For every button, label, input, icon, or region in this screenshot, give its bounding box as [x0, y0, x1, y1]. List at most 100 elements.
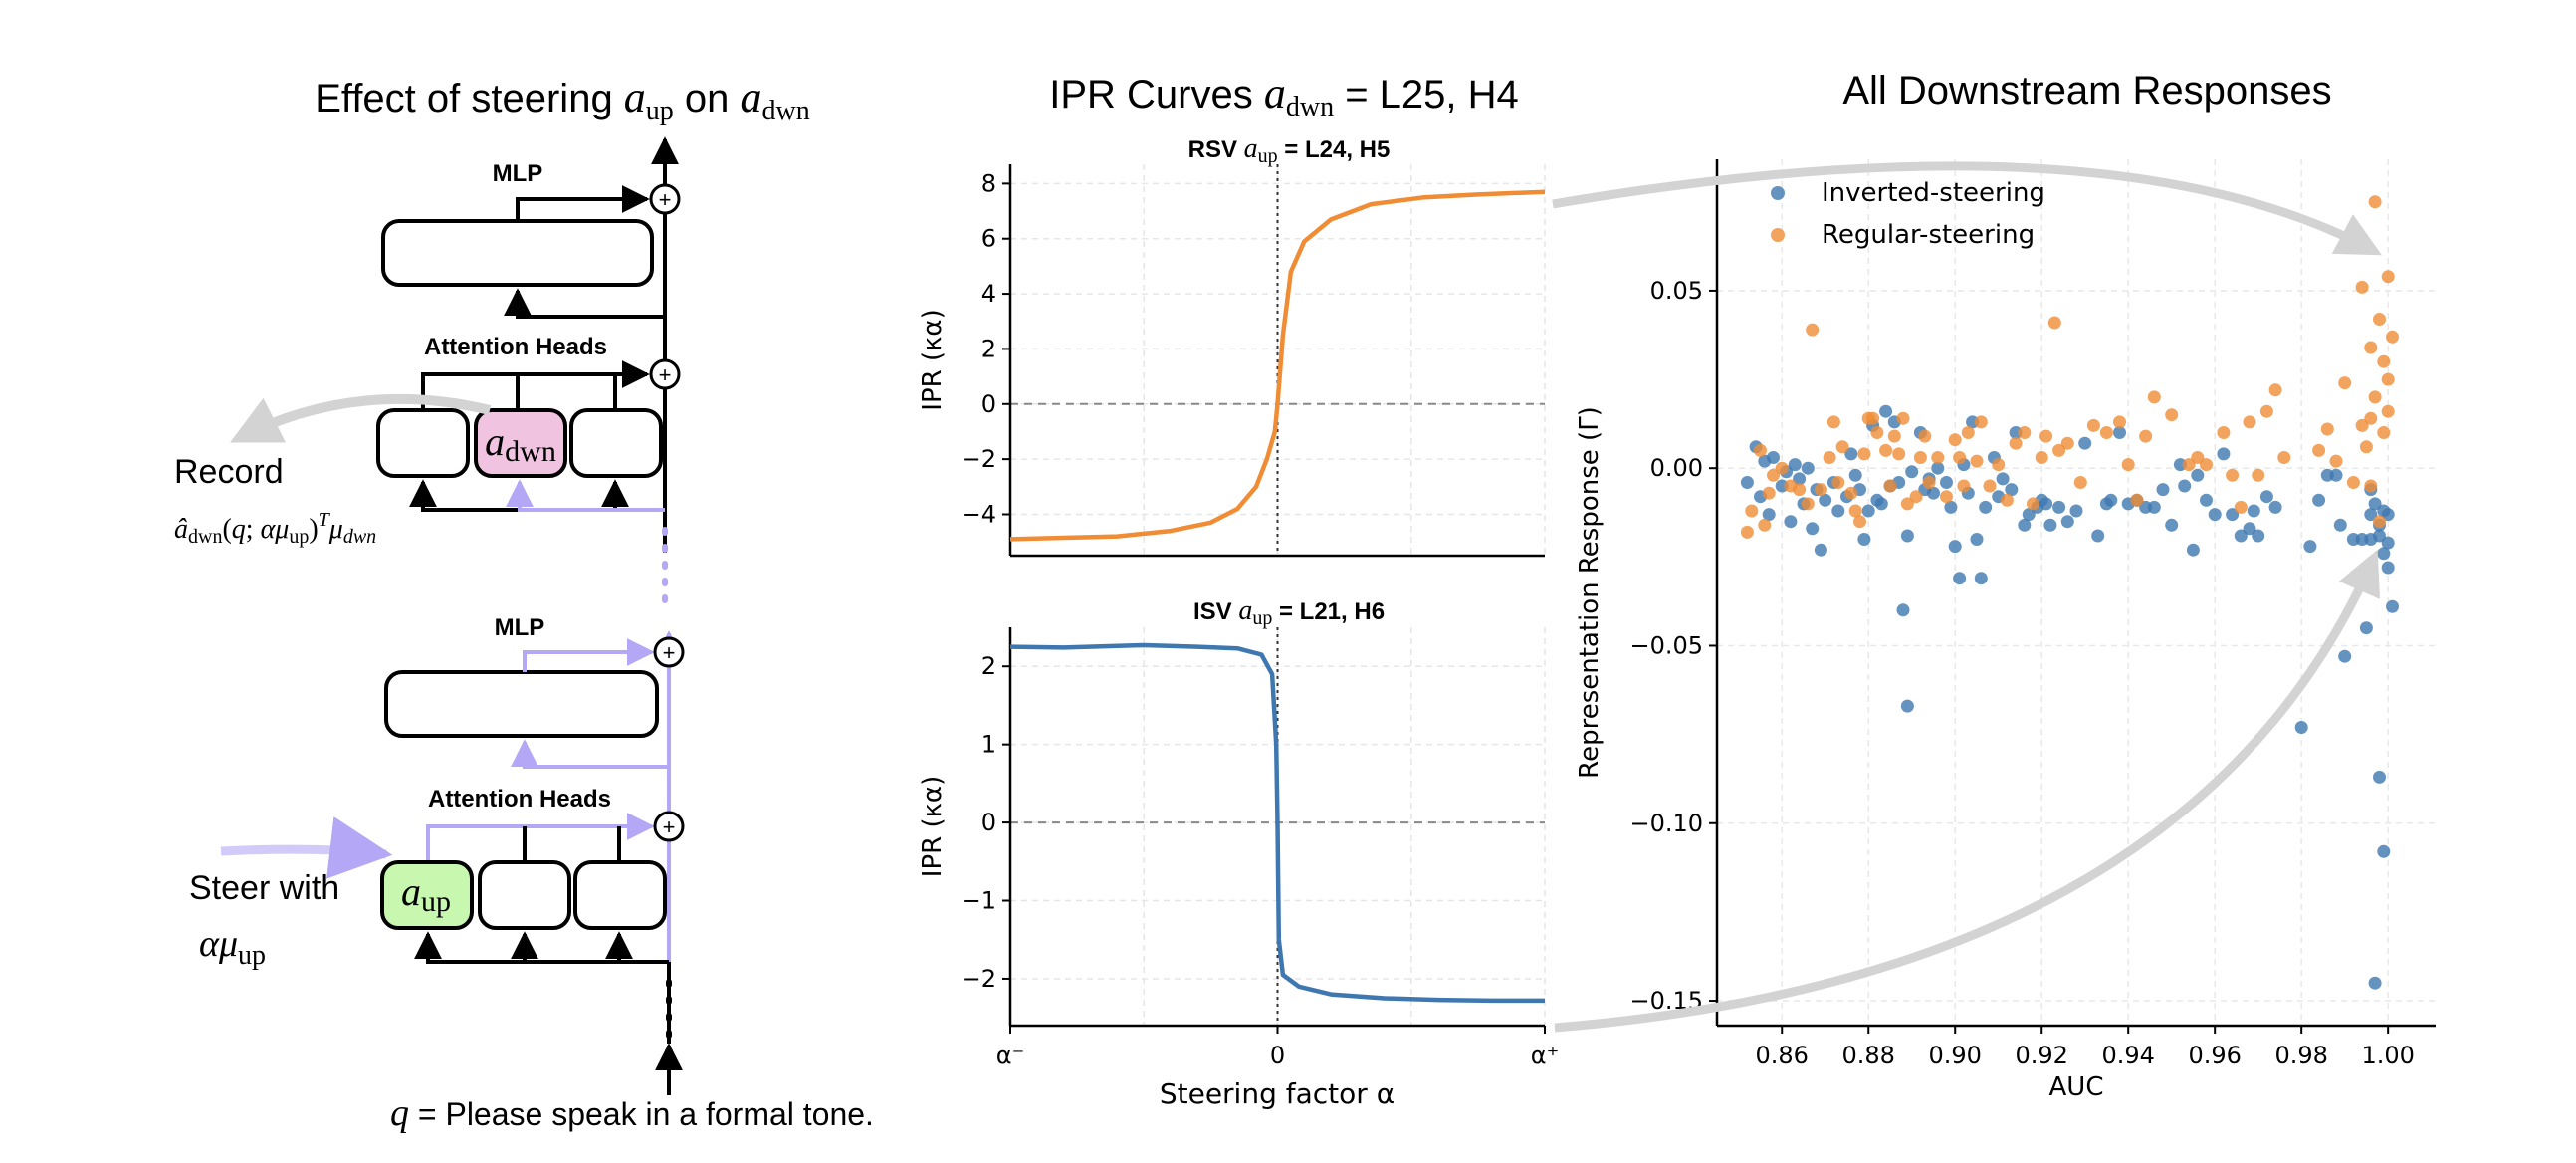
- scatter-point: [1740, 476, 1754, 489]
- mlp-label-upper: MLP: [493, 160, 543, 187]
- scatter-point: [2359, 621, 2373, 635]
- scatter-point: [2359, 440, 2373, 454]
- scatter-point: [1957, 479, 1971, 493]
- scatter-point: [1814, 543, 1827, 557]
- scatter-point: [1983, 479, 1997, 493]
- steer-label: Steer with: [189, 869, 339, 907]
- ipr-top-title: RSV aup = L24, H5: [1188, 133, 1391, 167]
- scatter-point: [1918, 429, 1932, 443]
- x-tick-label: 0.86: [1756, 1042, 1809, 1069]
- plus-node-upper-attn: +: [649, 358, 681, 390]
- y-tick-label: −1: [962, 887, 996, 915]
- scatter-point: [2320, 422, 2334, 436]
- svg-text:+: +: [659, 362, 672, 387]
- scatter-point: [1922, 476, 1936, 489]
- scatter-point: [2234, 529, 2248, 543]
- scatter-point: [2217, 426, 2231, 439]
- scatter-point: [1974, 572, 1988, 585]
- y-axis-label: IPR (κα): [918, 309, 948, 410]
- scatter-point: [2373, 529, 2386, 543]
- scatter-point: [2086, 418, 2100, 432]
- scatter-point: [2226, 508, 2240, 522]
- architecture-diagram: Effect of steering aup on adwn MLP + Att…: [174, 73, 874, 1134]
- x-tick-label: 0.96: [2188, 1042, 2241, 1069]
- record-label: Record: [174, 453, 284, 491]
- scatter-point: [2364, 341, 2378, 354]
- scatter-panel-title: All Downstream Responses: [1842, 69, 2331, 113]
- scatter-point: [2043, 518, 2057, 532]
- scatter-point: [2368, 195, 2382, 209]
- scatter-point: [1857, 533, 1871, 546]
- scatter-point: [2268, 500, 2282, 514]
- scatter-point: [1887, 429, 1901, 443]
- y-axis-label: IPR (κα): [918, 776, 948, 877]
- scatter-point: [2186, 543, 2200, 557]
- scatter-point: [1892, 447, 1906, 461]
- scatter-point: [2259, 404, 2273, 418]
- scatter-point: [1848, 468, 1862, 482]
- scatter-point: [2139, 429, 2153, 443]
- scatter-point: [1992, 458, 2006, 472]
- scatter-point: [2377, 354, 2391, 368]
- scatter-point: [2377, 844, 2391, 858]
- y-tick-label: 0: [981, 390, 996, 418]
- scatter-point: [2113, 426, 2126, 439]
- scatter-point: [1801, 461, 1815, 475]
- head-block-lower-2: [478, 860, 571, 930]
- scatter-point: [2035, 451, 2048, 464]
- scatter-point: [2104, 493, 2118, 507]
- x-axis-label: AUC: [2049, 1072, 2104, 1102]
- scatter-point: [1979, 500, 1993, 514]
- plus-node-lower-attn: +: [653, 811, 685, 842]
- scatter-point: [2329, 468, 2343, 482]
- scatter-point: [2200, 493, 2213, 507]
- scatter-point: [1879, 443, 1893, 457]
- scatter-point: [2312, 493, 2326, 507]
- y-tick-label: 4: [981, 280, 996, 308]
- scatter-point: [1896, 603, 1910, 617]
- scatter-point: [1844, 447, 1858, 461]
- steer-vector: αμup: [199, 923, 266, 971]
- scatter-point: [2381, 561, 2395, 575]
- scatter-point: [2355, 418, 2369, 432]
- ipr-curve: [1009, 642, 1545, 1004]
- y-tick-label: 0: [981, 809, 996, 836]
- scatter-point: [2009, 436, 2023, 450]
- plus-node-upper-mlp: +: [649, 183, 681, 215]
- head-block-lower-3: [573, 860, 667, 930]
- a-dwn-label: adwn: [485, 419, 556, 468]
- scatter-point: [2243, 415, 2256, 429]
- x-tick-label: α⁻: [996, 1042, 1025, 1069]
- ipr-curve: [1009, 189, 1546, 542]
- scatter-point: [2364, 479, 2378, 493]
- y-tick-label: −4: [962, 500, 996, 528]
- head-block-upper-1: [376, 408, 470, 478]
- scatter-point: [2022, 508, 2036, 522]
- scatter-point: [2027, 497, 2039, 511]
- scatter-point: [1905, 465, 1919, 479]
- scatter-point: [2381, 270, 2395, 284]
- y-tick-label: 6: [981, 225, 996, 253]
- scatter-point: [1762, 486, 1776, 500]
- scatter-point: [2277, 451, 2291, 464]
- scatter-point: [2247, 504, 2260, 518]
- scatter-point: [1826, 415, 1840, 429]
- scatter-point: [2052, 443, 2066, 457]
- scatter-point: [1948, 540, 1962, 554]
- scatter-point: [1861, 504, 1875, 518]
- scatter-point: [2018, 426, 2032, 439]
- legend-marker: [1771, 228, 1785, 242]
- scatter-point: [2386, 330, 2399, 344]
- y-tick-label: −0.10: [1629, 810, 1703, 837]
- scatter-point: [1806, 323, 1820, 337]
- y-axis-label: Representation Response (Γ): [1575, 406, 1605, 779]
- scatter-point: [2234, 500, 2248, 514]
- legend-label: Regular-steering: [1822, 220, 2035, 250]
- scatter-point: [1970, 454, 1984, 468]
- scatter-point: [1953, 572, 1967, 585]
- scatter-point: [1848, 504, 1862, 518]
- scatter-point: [1883, 479, 1897, 493]
- y-tick-label: −2: [962, 965, 996, 993]
- x-tick-label: 0.94: [2101, 1042, 2154, 1069]
